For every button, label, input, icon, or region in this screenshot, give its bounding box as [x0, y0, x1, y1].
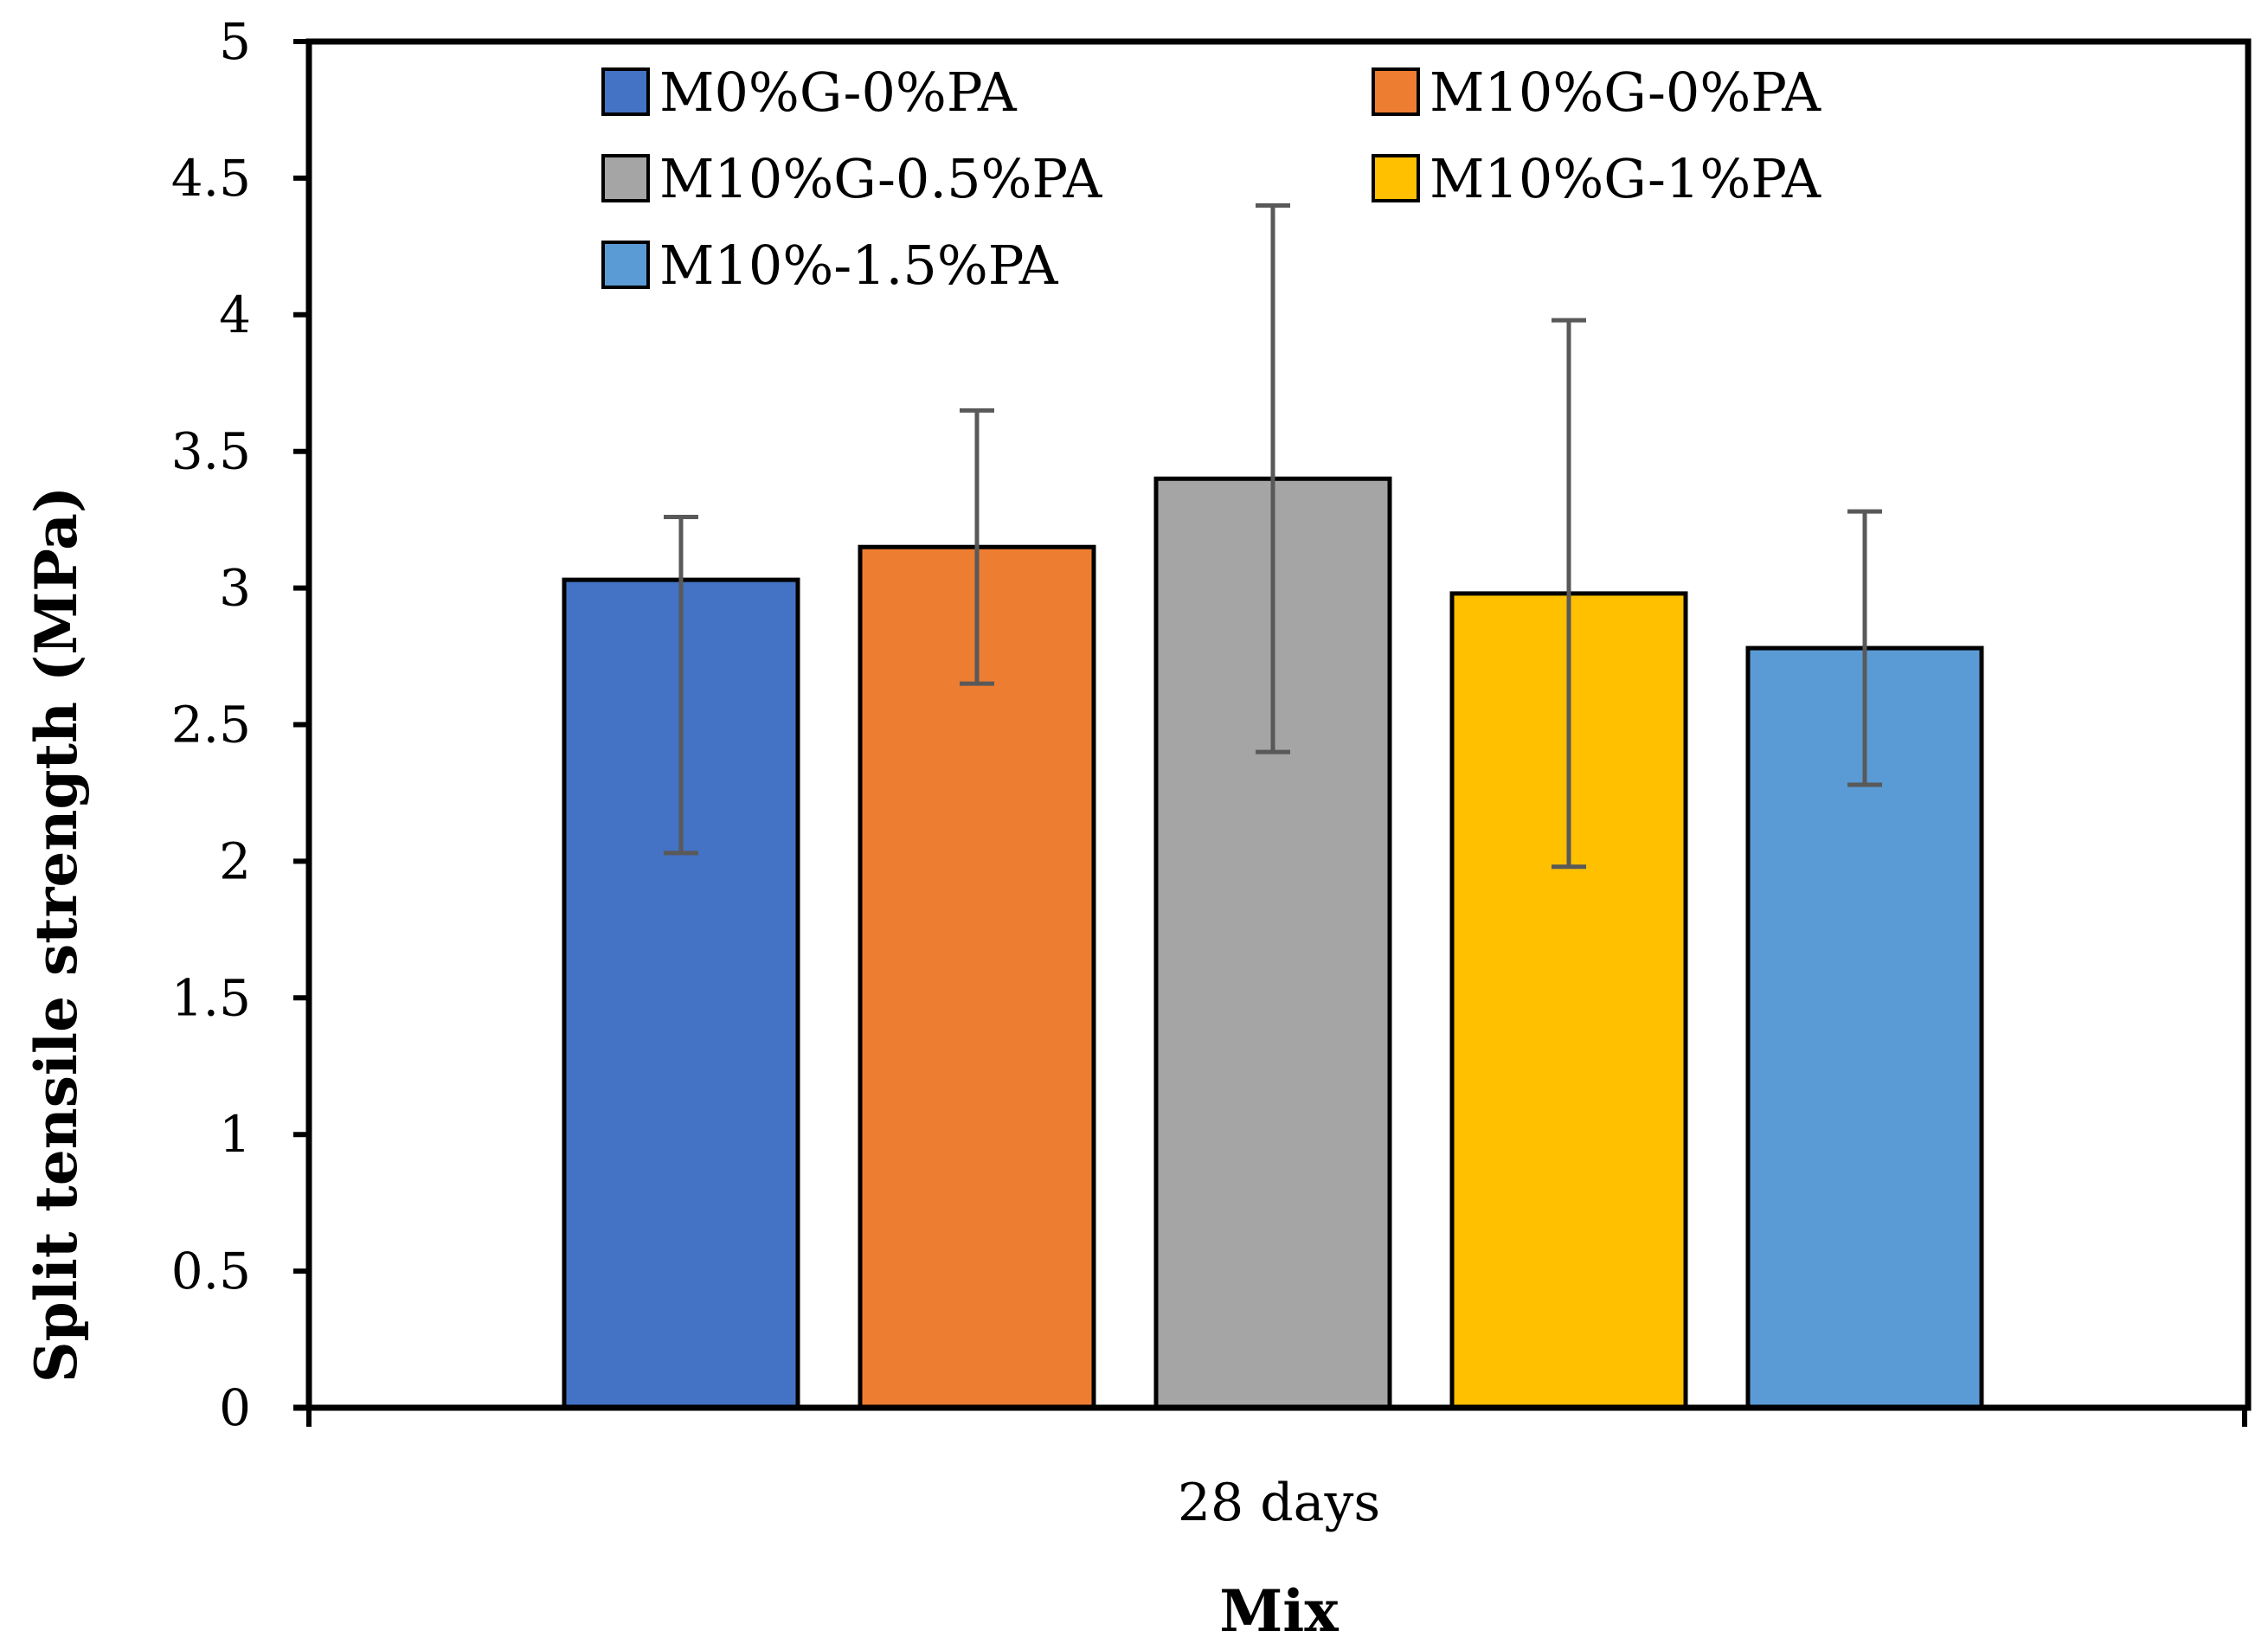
y-tick-label-1: 1 [219, 1105, 251, 1164]
category-label: 28 days [1178, 1473, 1380, 1533]
legend-label-1: M0%G-0%PA [659, 61, 1018, 124]
y-tick-label-4: 4 [219, 286, 251, 344]
y-tick-label-2.5: 2.5 [171, 696, 251, 754]
x-axis-title: Mix [1219, 1577, 1339, 1645]
legend-swatch-3 [601, 154, 650, 202]
error-bars [664, 202, 1882, 870]
y-tick-label-0.5: 0.5 [171, 1242, 251, 1300]
y-tick-label-5: 5 [219, 12, 251, 71]
y-tick-label-1.5: 1.5 [171, 968, 251, 1027]
legend-label-3: M10%G-0.5%PA [659, 147, 1102, 210]
legend-swatch-1 [601, 67, 650, 116]
legend-swatch-5 [601, 241, 650, 289]
y-tick-label-3: 3 [219, 559, 251, 618]
legend-label-5: M10%-1.5%PA [659, 234, 1059, 297]
legend: M0%G-0%PA M10%G-0%PA M10%G-0.5%PA M10%G-1%P… [601, 61, 1821, 297]
legend-label-2: M10%G-0%PA [1430, 61, 1821, 124]
y-tick-label-4.5: 4.5 [171, 149, 251, 208]
legend-label-4: M10%G-1%PA [1430, 147, 1821, 210]
axes: 0 0.5 1 1.5 2 2.5 3 3.5 4 4.5 5 [171, 12, 2248, 1437]
bar-2 [858, 544, 1096, 1410]
y-tick-label-3.5: 3.5 [171, 422, 251, 481]
y-axis-title: Split tensile strength (MPa) [22, 486, 90, 1383]
y-tick-label-2: 2 [219, 831, 251, 890]
legend-swatch-2 [1372, 67, 1420, 116]
legend-swatch-4 [1372, 154, 1420, 202]
y-tick-label-0: 0 [219, 1378, 251, 1437]
